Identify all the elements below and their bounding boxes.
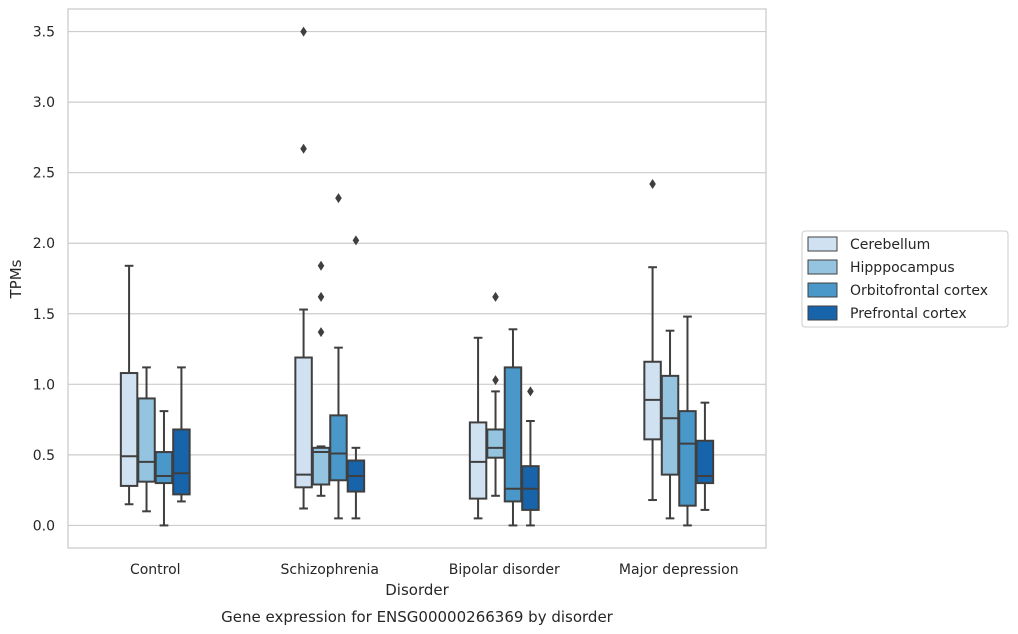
box-iqr (486, 428, 505, 459)
box-orbitofrontal-cortex-0 (154, 410, 174, 527)
y-tick-label: 2.5 (33, 166, 55, 182)
box-prefrontal-cortex-0 (172, 366, 191, 503)
y-axis-label: TPMs (7, 259, 25, 299)
legend-label: Prefrontal cortex (850, 306, 967, 322)
x-tick-label: Schizophrenia (281, 562, 379, 578)
outlier-point (317, 327, 325, 338)
x-tick-label: Bipolar disorder (449, 562, 560, 578)
x-tick-labels: Control Schizophrenia Bipolar disorder Majo… (130, 562, 739, 578)
outlier-point (492, 291, 499, 302)
x-tick-label: Major depression (619, 562, 739, 578)
box-hipppocampus-0 (137, 366, 156, 513)
outlier-point (492, 375, 499, 386)
y-tick-label: 1.5 (33, 307, 55, 323)
box-orbitofrontal-cortex-1 (329, 193, 348, 520)
outlier-point (300, 26, 307, 37)
outlier-point (317, 260, 325, 271)
box-iqr (678, 410, 697, 507)
box-iqr (311, 446, 331, 486)
legend-swatch (807, 305, 838, 321)
legend-swatch (807, 259, 838, 275)
box-iqr (172, 428, 191, 496)
box-prefrontal-cortex-1 (346, 235, 366, 520)
legend-label: Orbitofrontal cortex (850, 283, 988, 299)
box-cerebellum-2 (468, 336, 488, 520)
outlier-point (649, 178, 656, 189)
legend-label: Hipppocampus (850, 260, 955, 276)
box-iqr (294, 356, 313, 489)
box-orbitofrontal-cortex-3 (678, 315, 697, 527)
outlier-point (335, 193, 342, 204)
legend: Cerebellum Hipppocampus Orbitofrontal cort… (801, 230, 1009, 328)
x-tick-label: Control (130, 562, 181, 578)
legend-label: Cerebellum (850, 237, 930, 253)
outlier-point (317, 291, 325, 302)
outlier-point (527, 386, 534, 397)
box-hipppocampus-2 (486, 291, 505, 497)
x-axis-label: Disorder (385, 581, 449, 599)
outlier-point (352, 235, 360, 246)
box-iqr (660, 374, 680, 476)
box-hipppocampus-1 (311, 260, 331, 497)
y-tick-label: 3.5 (33, 25, 55, 41)
box-cerebellum-0 (119, 264, 139, 506)
box-series-layer (119, 26, 715, 527)
box-iqr (468, 421, 488, 500)
y-tick-label: 0.5 (33, 448, 55, 464)
box-orbitofrontal-cortex-2 (503, 328, 523, 527)
chart-title: Gene expression for ENSG00000266369 by d… (221, 608, 614, 626)
legend-swatch (807, 282, 838, 298)
y-tick-label: 2.0 (33, 236, 55, 252)
box-cerebellum-1 (294, 26, 313, 510)
box-iqr (329, 414, 348, 482)
y-tick-labels: 0.0 0.5 1.0 1.5 2.0 2.5 3.0 3.5 (33, 25, 55, 535)
box-iqr (119, 372, 139, 487)
box-prefrontal-cortex-2 (521, 386, 540, 527)
y-tick-label: 3.0 (33, 95, 55, 111)
box-iqr (695, 439, 715, 485)
box-iqr (154, 451, 174, 485)
box-iqr (137, 397, 156, 483)
outlier-point (300, 143, 307, 154)
box-cerebellum-3 (643, 178, 662, 502)
box-prefrontal-cortex-3 (695, 401, 715, 511)
legend-frame (801, 230, 1009, 328)
box-iqr (503, 366, 523, 503)
plot-frame (67, 8, 767, 549)
y-tick-label: 0.0 (33, 518, 55, 534)
legend-swatch (807, 236, 838, 252)
y-tick-label: 1.0 (33, 377, 55, 393)
